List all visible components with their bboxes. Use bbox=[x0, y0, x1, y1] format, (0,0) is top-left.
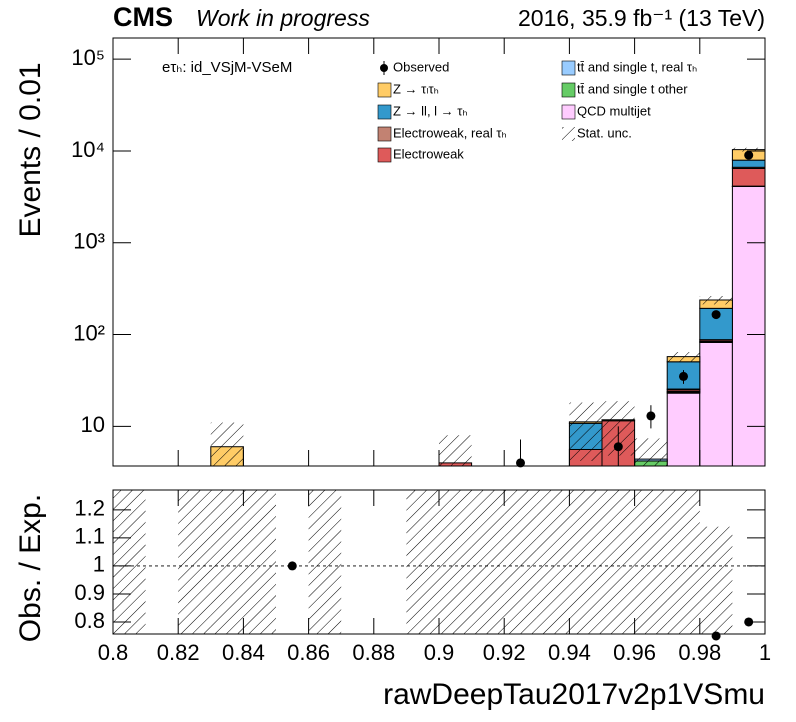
observed-point bbox=[516, 458, 525, 468]
observed-point bbox=[679, 371, 688, 381]
stat-unc-band bbox=[667, 352, 700, 362]
x-tick-label: 0.88 bbox=[352, 640, 395, 665]
legend-label: QCD multijet bbox=[577, 103, 651, 118]
legend-label: Observed bbox=[393, 59, 449, 74]
ratio-unc-band bbox=[113, 490, 146, 634]
histogram-bar bbox=[731, 186, 765, 466]
plot-area bbox=[113, 490, 733, 634]
y-tick-label: 1.1 bbox=[74, 524, 105, 549]
legend-label: Stat. unc. bbox=[577, 125, 632, 140]
y-tick-label: 10² bbox=[73, 320, 105, 345]
ratio-unc-band bbox=[471, 490, 505, 634]
x-tick-label: 0.96 bbox=[613, 640, 656, 665]
y-tick-label: 1 bbox=[93, 552, 105, 577]
histogram-bar bbox=[699, 341, 733, 466]
legend: Observed Z → τₗτₕ Z → ll, l → τₕ Electrowea… bbox=[377, 59, 697, 163]
ratio-unc-band bbox=[504, 490, 537, 634]
ratio-unc-band bbox=[699, 526, 733, 634]
main-panel bbox=[210, 147, 765, 468]
x-tick-label: 0.82 bbox=[157, 640, 200, 665]
legend-marker bbox=[561, 82, 576, 98]
stat-unc-band bbox=[210, 422, 244, 466]
legend-label: Z → τₗτₕ bbox=[393, 81, 439, 96]
observed-point bbox=[744, 150, 754, 160]
ratio-unc-band bbox=[667, 490, 700, 634]
ratio-unc-band bbox=[439, 490, 472, 634]
histogram-bar bbox=[731, 168, 765, 187]
ratio-unc-band bbox=[536, 490, 570, 634]
legend-label: tt̄ and single t other bbox=[577, 81, 688, 96]
y-tick-label: 10⁵ bbox=[71, 45, 105, 70]
observed-point bbox=[711, 310, 721, 320]
legend-label: Electroweak bbox=[393, 146, 464, 161]
ratio-unc-band bbox=[308, 490, 342, 634]
observed-point bbox=[646, 411, 656, 421]
lumi-label: 2016, 35.9 fb⁻¹ (13 TeV) bbox=[518, 5, 765, 31]
x-tick-label: 1 bbox=[759, 640, 771, 665]
y-tick-label: 0.8 bbox=[74, 608, 105, 633]
legend-label: Electroweak, real τₕ bbox=[393, 125, 507, 140]
y-tick-label: 1.2 bbox=[74, 496, 105, 521]
ratio-unc-band bbox=[406, 490, 439, 634]
y-tick-label: 10 bbox=[81, 412, 105, 437]
legend-marker bbox=[561, 60, 576, 76]
legend-marker bbox=[377, 104, 392, 120]
ratio-unc-band bbox=[243, 490, 276, 634]
ratio-unc-band bbox=[602, 490, 635, 634]
ratio-unc-band bbox=[178, 490, 211, 634]
ratio-unc-band bbox=[569, 490, 602, 634]
stat-unc-band bbox=[699, 296, 733, 305]
chart-title: CMS bbox=[113, 2, 173, 32]
x-tick-label: 0.8 bbox=[98, 640, 129, 665]
legend-label: tt̄ and single t, real τₕ bbox=[577, 59, 697, 74]
legend-marker bbox=[377, 126, 392, 142]
y-tick-label: 10³ bbox=[73, 229, 105, 254]
legend-marker bbox=[377, 82, 392, 98]
y-tick-label: 10⁴ bbox=[71, 137, 105, 162]
ratio-unc-band bbox=[634, 490, 668, 634]
legend-marker bbox=[377, 147, 392, 163]
x-tick-label: 0.94 bbox=[548, 640, 591, 665]
x-tick-label: 0.84 bbox=[222, 640, 265, 665]
x-tick-label: 0.9 bbox=[424, 640, 455, 665]
ratio-axis-label: Obs. / Exp. bbox=[14, 494, 47, 642]
x-tick-label: 0.86 bbox=[287, 640, 330, 665]
ratio-unc-band bbox=[210, 490, 244, 634]
chart-subtitle: Work in progress bbox=[196, 5, 370, 31]
x-tick-label: 0.98 bbox=[678, 640, 721, 665]
histogram-bar bbox=[731, 159, 765, 168]
x-axis-label: rawDeepTau2017v2p1VSmu bbox=[383, 678, 765, 711]
x-tick-label: 0.92 bbox=[483, 640, 526, 665]
legend-marker bbox=[562, 127, 575, 141]
y-tick-label: 0.9 bbox=[74, 580, 105, 605]
stat-unc-band bbox=[732, 147, 765, 152]
observed-point bbox=[613, 442, 623, 452]
ratio-point bbox=[287, 561, 297, 571]
plot-area bbox=[210, 147, 765, 466]
legend-marker bbox=[561, 104, 576, 120]
legend-label: Z → ll, l → τₕ bbox=[393, 103, 468, 118]
ratio-panel bbox=[113, 490, 765, 641]
annotation: eτₕ: id_VSjM-VSeM bbox=[162, 59, 292, 76]
y-axis-label: Events / 0.01 bbox=[14, 62, 47, 237]
histogram-bar bbox=[666, 392, 701, 466]
stat-unc-band bbox=[569, 402, 602, 461]
stat-unc-band bbox=[439, 435, 472, 466]
stat-unc-band bbox=[634, 438, 668, 466]
